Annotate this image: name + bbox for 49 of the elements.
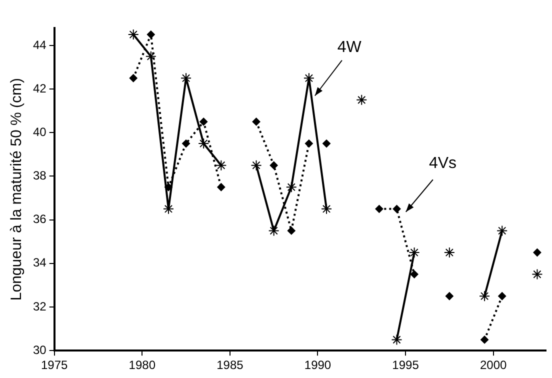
point [216,160,227,171]
point [496,225,508,236]
point [286,182,297,193]
point [128,29,139,40]
y-tick-label: 34 [32,256,47,270]
x-tick-label: 1975 [40,358,68,372]
point [532,268,543,280]
point [217,183,226,192]
series-label: 4W [337,38,362,56]
point [198,138,210,150]
y-tick-label: 44 [32,38,47,52]
point [392,204,401,213]
point [533,248,542,257]
y-tick-label: 38 [32,168,47,183]
point [444,247,455,258]
y-axis-title: Longueur à la maturité 50 % (cm) [8,78,26,301]
point [287,226,296,235]
point [480,336,489,344]
point [129,74,138,82]
point [391,334,402,346]
text: 4Vs [428,154,457,172]
point [304,140,313,148]
y-tick-label: 30 [32,342,47,357]
point [270,161,278,170]
point [375,204,384,213]
y-tick-label: 36 [32,212,47,226]
point [182,140,190,148]
point [479,290,490,302]
x-tick-label: 2000 [480,358,507,372]
x-tick-label: 1995 [392,358,420,372]
x-tick-label: 1985 [216,358,244,372]
point [146,30,155,39]
point [145,50,156,62]
point [200,118,208,126]
point [250,160,262,171]
point [268,225,280,236]
point [321,203,332,214]
point [252,118,260,126]
point [498,292,506,300]
point [445,292,454,300]
y-tick-label: 42 [32,81,47,96]
y-tick-label: 40 [32,124,47,139]
point [356,94,368,106]
x-tick-label: 1980 [128,358,156,372]
x-tick-label: 1990 [304,358,332,372]
y-tick-label: 32 [32,299,47,314]
point [410,270,418,278]
point [322,140,331,148]
point [408,247,420,258]
